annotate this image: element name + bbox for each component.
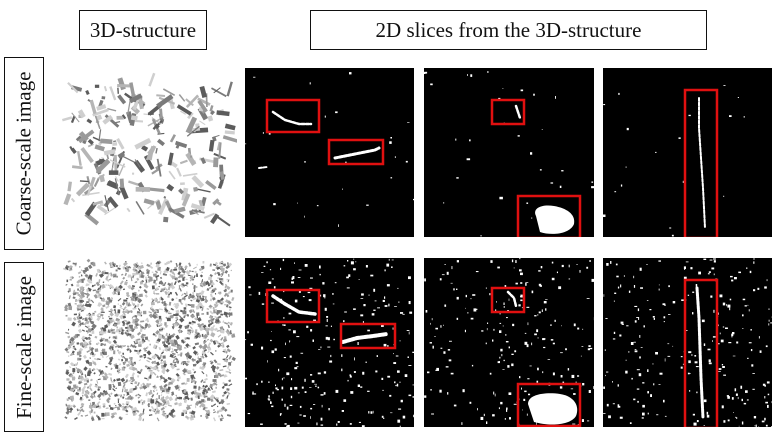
header-3d-structure-text: 3D-structure xyxy=(89,17,197,42)
highlight-box xyxy=(516,194,582,237)
highlight-box xyxy=(490,98,526,126)
fine-slice-2 xyxy=(424,258,594,427)
row-label-coarse: Coarse-scale image xyxy=(4,57,44,250)
fine-slice-3 xyxy=(603,258,772,427)
highlight-box xyxy=(683,88,719,237)
header-2d-slices-text: 2D slices from the 3D-structure xyxy=(375,17,642,42)
row-label-fine: Fine-scale image xyxy=(4,262,44,432)
coarse-slice-2 xyxy=(424,68,594,237)
highlight-box xyxy=(327,138,385,166)
row-label-fine-text: Fine-scale image xyxy=(11,275,36,419)
row-label-coarse-text: Coarse-scale image xyxy=(11,71,36,236)
fine-slice-1 xyxy=(245,258,414,427)
highlight-box xyxy=(683,278,719,427)
header-2d-slices: 2D slices from the 3D-structure xyxy=(310,10,707,50)
highlight-box xyxy=(516,382,582,427)
header-3d-structure: 3D-structure xyxy=(79,10,207,50)
coarse-slice-1 xyxy=(245,68,414,237)
coarse-3d-structure-image xyxy=(62,72,237,230)
highlight-box xyxy=(265,98,321,134)
highlight-box xyxy=(339,322,397,350)
highlight-box xyxy=(265,288,321,324)
fine-3d-structure-image xyxy=(62,258,237,423)
highlight-box xyxy=(490,286,526,314)
coarse-slice-3 xyxy=(603,68,772,237)
